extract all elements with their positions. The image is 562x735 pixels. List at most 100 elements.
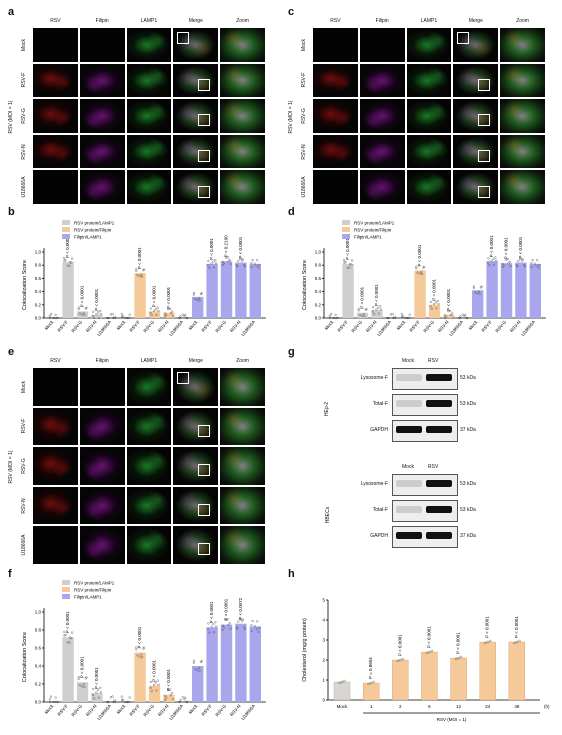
micrograph-rsv-f-filipin <box>79 63 125 98</box>
data-point <box>430 649 434 653</box>
p-value-annotation: P < 0.0001 <box>518 236 523 258</box>
data-point <box>425 651 429 655</box>
y-tick-label: 1 <box>322 678 325 683</box>
micrograph-rsv-f-rsv <box>33 63 78 98</box>
data-point <box>109 313 112 316</box>
data-point <box>396 659 400 663</box>
micrograph-rsv-g-rsv <box>33 99 78 133</box>
bar-rsv-f <box>62 261 74 318</box>
y-tick-label: 4 <box>322 618 325 623</box>
microscopy-panel-e: RSV Filipin LAMP1 Merge Zoom Mock RSV-F RSV-G RS… <box>8 358 265 564</box>
data-point <box>185 316 188 320</box>
micrograph-rsv-n-merge <box>173 134 219 169</box>
bar-rsv-n <box>235 623 247 702</box>
micrograph-mock-zoom <box>220 368 265 406</box>
data-point <box>437 303 440 306</box>
data-point <box>338 681 341 685</box>
data-point <box>237 620 240 623</box>
data-point <box>208 266 211 269</box>
data-point <box>164 312 167 315</box>
data-point <box>70 637 73 640</box>
data-point <box>521 258 524 261</box>
bar-rsv-f <box>134 273 146 318</box>
micrograph-rsv-f-filipin <box>79 407 125 446</box>
micrograph-rsv-g-zoom <box>500 99 545 133</box>
lane-label-rsv: RSV <box>428 464 439 470</box>
protein-band <box>426 480 452 487</box>
micrograph-u18666a-rsv <box>33 526 78 564</box>
microscopy-panel-a: RSV Filipin LAMP1 Merge Zoom Mock RSV-F RSV-G RS… <box>8 18 265 204</box>
column-header-lamp1: LAMP1 <box>420 18 438 24</box>
micrograph-rsv-f-lamp1 <box>126 63 172 98</box>
legend-label: RSV protein/Filipin <box>354 228 392 233</box>
molecular-weight-label: 53 kDa <box>460 507 476 513</box>
data-point <box>91 315 95 318</box>
data-point <box>537 266 540 269</box>
data-point <box>229 627 232 630</box>
data-point <box>97 688 100 691</box>
data-point <box>171 314 174 317</box>
data-point <box>169 688 172 691</box>
p-value-annotation: P < 0.0001 <box>224 598 229 620</box>
data-point <box>257 630 260 633</box>
data-point <box>492 257 495 260</box>
micrograph-mock-zoom <box>220 28 265 62</box>
bar-u18666a <box>529 263 541 318</box>
data-point <box>78 312 81 315</box>
x-tick-label: Mock <box>44 703 55 715</box>
data-point <box>400 315 404 318</box>
data-point <box>113 315 116 318</box>
data-point <box>509 265 512 268</box>
data-point <box>150 314 153 317</box>
x-tick-label: RSV-N <box>157 703 170 717</box>
data-point <box>68 261 72 264</box>
data-point <box>155 313 158 316</box>
bar-mock <box>192 666 204 702</box>
data-point <box>241 619 244 623</box>
data-point <box>472 286 475 290</box>
micrograph-mock-filipin <box>79 368 125 406</box>
data-point <box>135 648 138 651</box>
p-value-annotation: P < 0.0001 <box>456 632 461 654</box>
data-point <box>459 315 462 318</box>
panel-label-b: b <box>8 206 15 218</box>
column-header-merge: Merge <box>188 18 203 24</box>
micrograph-rsv-f-rsv <box>33 407 78 446</box>
data-point <box>363 315 366 318</box>
micrograph-u18666a-merge <box>453 170 499 204</box>
protein-band <box>396 480 422 487</box>
panel-label-a: a <box>8 6 15 18</box>
x-tick-label: RSV-F <box>409 319 422 333</box>
data-point <box>360 314 364 317</box>
data-point <box>154 307 157 311</box>
x-tick-label: RSV-F <box>337 319 350 333</box>
data-point <box>343 679 346 683</box>
micrograph-rsv-g-rsv <box>33 447 78 485</box>
data-point <box>212 623 215 626</box>
data-point <box>192 291 196 295</box>
y-tick-label: 0.4 <box>35 289 42 294</box>
data-point <box>235 264 239 267</box>
x-tick-label: Mock <box>188 703 199 715</box>
data-point <box>518 639 521 643</box>
p-value-annotation: P < 0.0001 <box>137 626 142 648</box>
data-point <box>199 292 203 296</box>
data-point <box>372 680 375 684</box>
data-point <box>107 700 110 704</box>
bar-rsv-n <box>163 694 175 702</box>
y-tick-label: 0.8 <box>35 263 42 268</box>
p-value-annotation: P < 0.0001 <box>80 656 85 678</box>
bar-2 <box>392 659 409 701</box>
data-point <box>92 310 95 313</box>
micrograph-u18666a-rsv <box>313 170 358 204</box>
data-point <box>214 620 217 624</box>
y-tick-label: 0.4 <box>35 664 42 669</box>
bar-rsv-n <box>163 312 175 318</box>
micrograph-rsv-n-zoom <box>220 134 265 169</box>
data-point <box>53 316 57 320</box>
data-point <box>519 258 522 261</box>
bar-mock <box>472 290 484 318</box>
data-point <box>77 677 80 681</box>
protein-band <box>426 400 452 407</box>
data-point <box>432 303 436 306</box>
